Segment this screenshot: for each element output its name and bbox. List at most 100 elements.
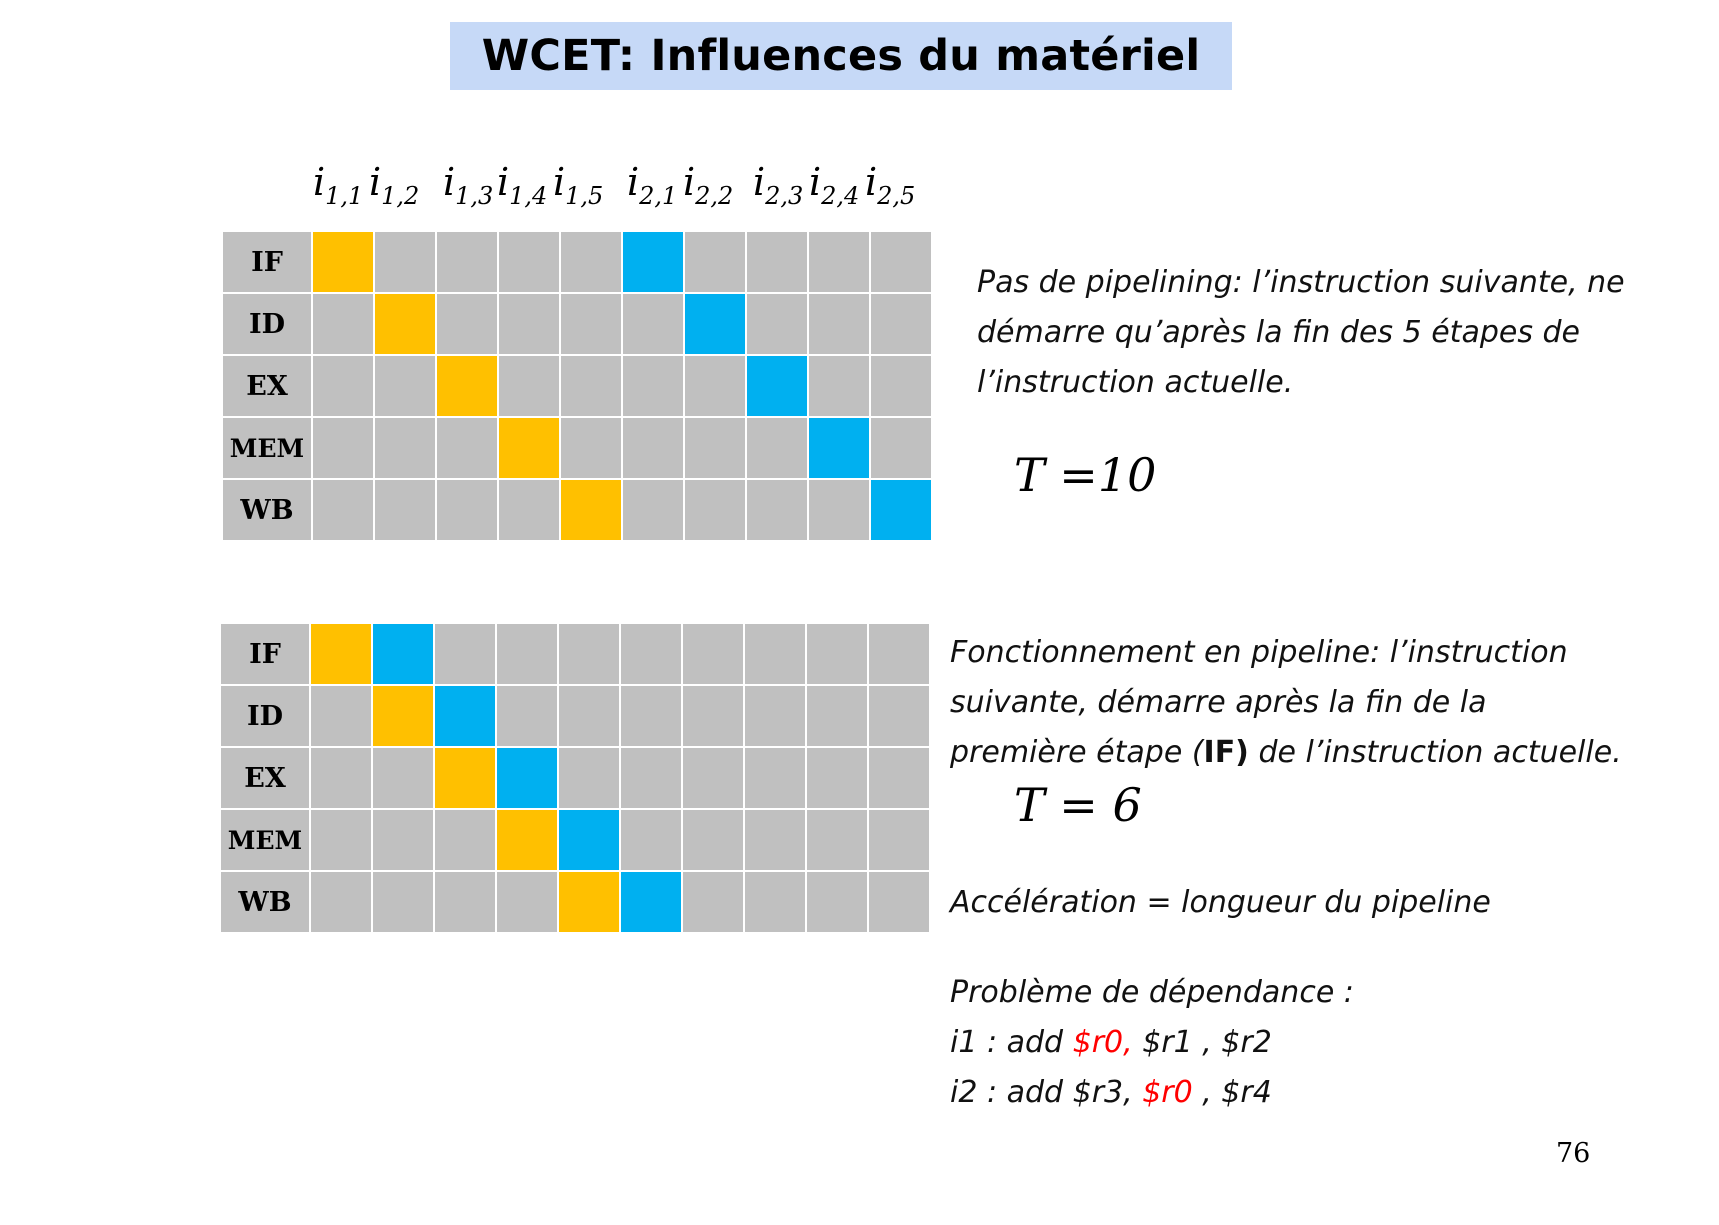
column-label-base: i [497, 160, 510, 204]
no-pipeline-cell-empty [561, 418, 621, 478]
pipeline-cell-empty [497, 624, 557, 684]
pipeline-cell-empty [373, 748, 433, 808]
dependency-i1: i1 : add $r0, $r1 , $r2 [950, 1018, 1272, 1068]
no-pipeline-cell-empty [747, 418, 807, 478]
pipeline-cell-empty [497, 872, 557, 932]
no-pipeline-cell-empty [437, 418, 497, 478]
pipeline-cell-empty [435, 872, 495, 932]
no-pipeline-cell-empty [809, 480, 869, 540]
pipeline-cell-empty [683, 686, 743, 746]
no-pipeline-cell-empty [623, 294, 683, 354]
pipeline-cell-empty [311, 810, 371, 870]
pipeline-cell-empty [621, 686, 681, 746]
column-label: i1,3 [443, 160, 493, 210]
no-pipeline-cell-instruction-2 [871, 480, 931, 540]
column-label-subscript: 2,3 [765, 182, 804, 210]
pipeline-text-line-3-post: de l’instruction actuelle. [1248, 735, 1622, 770]
pipeline-cell-empty [869, 686, 929, 746]
pipeline-cell-empty [435, 624, 495, 684]
dependency-i1-post: $r1 , $r2 [1132, 1025, 1272, 1060]
column-label: i2,2 [683, 160, 733, 210]
pipeline-cell-empty [559, 624, 619, 684]
no-pipeline-cell-instruction-2 [623, 232, 683, 292]
no-pipeline-stage-label: EX [223, 356, 311, 416]
dependency-i2-register: $r0 [1142, 1075, 1193, 1110]
pipeline-text-line-2: suivante, démarre après la fin de la [950, 685, 1487, 720]
column-label-subscript: 1,3 [455, 182, 494, 210]
no-pipeline-cell-instruction-2 [685, 294, 745, 354]
column-label-base: i [683, 160, 696, 204]
no-pipeline-cell-empty [499, 480, 559, 540]
column-label-base: i [313, 160, 326, 204]
no-pipeline-cell-empty [437, 480, 497, 540]
column-label: i1,5 [553, 160, 603, 210]
column-label: i1,4 [497, 160, 547, 210]
no-pipeline-cell-empty [313, 356, 373, 416]
pipeline-cell-empty [497, 686, 557, 746]
pipeline-cell-empty [311, 686, 371, 746]
no-pipeline-cell-empty [437, 232, 497, 292]
pipeline-cell-empty [621, 748, 681, 808]
no-pipeline-cell-empty [809, 232, 869, 292]
pipeline-cell-empty [745, 748, 805, 808]
no-pipeline-stage-label: IF [223, 232, 311, 292]
pipeline-cell-empty [745, 686, 805, 746]
pipeline-text-line-1: Fonctionnement en pipeline: l’instructio… [950, 635, 1568, 670]
no-pipeline-cell-empty [809, 294, 869, 354]
no-pipeline-cell-empty [747, 232, 807, 292]
dependency-i2-pre: i2 : add $r3, [950, 1075, 1143, 1110]
no-pipeline-cell-empty [499, 356, 559, 416]
dependency-i2-post: , $r4 [1192, 1075, 1272, 1110]
column-label-subscript: 2,5 [877, 182, 916, 210]
column-label-subscript: 1,2 [381, 182, 420, 210]
slide-title-box: WCET: Influences du matériel [450, 22, 1232, 90]
no-pipeline-cell-empty [313, 418, 373, 478]
no-pipeline-cell-empty [809, 356, 869, 416]
no-pipeline-cell-empty [499, 294, 559, 354]
no-pipeline-text-line-1: Pas de pipelining: l’instruction suivant… [977, 265, 1625, 300]
column-label: i1,1 [313, 160, 363, 210]
pipeline-cell-instruction-2 [497, 748, 557, 808]
no-pipeline-cell-empty [437, 294, 497, 354]
no-pipeline-cell-empty [561, 232, 621, 292]
pipeline-cell-empty [435, 810, 495, 870]
no-pipeline-cell-empty [871, 356, 931, 416]
column-label-subscript: 2,4 [821, 182, 860, 210]
pipeline-stage-label: MEM [221, 810, 309, 870]
pipeline-cell-instruction-1 [311, 624, 371, 684]
no-pipeline-cell-instruction-2 [809, 418, 869, 478]
dependency-i1-pre: i1 : add [950, 1025, 1073, 1060]
no-pipeline-t-value: T =10 [1014, 448, 1157, 502]
dependency-i1-register: $r0, [1072, 1025, 1133, 1060]
no-pipeline-diagram: IF ID EX MEM WB [223, 232, 931, 540]
pipeline-stage-label: WB [221, 872, 309, 932]
pipeline-cell-empty [807, 872, 867, 932]
pipeline-cell-instruction-2 [373, 624, 433, 684]
no-pipeline-cell-empty [685, 418, 745, 478]
pipeline-t-value: T = 6 [1014, 778, 1142, 832]
page-number: 76 [1556, 1138, 1591, 1169]
pipeline-cell-empty [683, 624, 743, 684]
pipeline-cell-empty [807, 810, 867, 870]
pipeline-cell-empty [869, 624, 929, 684]
no-pipeline-cell-empty [375, 480, 435, 540]
pipeline-cell-empty [745, 810, 805, 870]
column-label-base: i [369, 160, 382, 204]
no-pipeline-text-line-2: démarre qu’après la fin des 5 étapes de [977, 315, 1580, 350]
no-pipeline-text-line-3: l’instruction actuelle. [977, 365, 1294, 400]
no-pipeline-cell-empty [685, 356, 745, 416]
pipeline-diagram: IF ID EX MEM WB [221, 624, 929, 932]
no-pipeline-cell-instruction-1 [437, 356, 497, 416]
pipeline-cell-empty [559, 686, 619, 746]
no-pipeline-cell-empty [685, 480, 745, 540]
column-label-base: i [443, 160, 456, 204]
no-pipeline-cell-instruction-1 [499, 418, 559, 478]
pipeline-stage-label: EX [221, 748, 309, 808]
no-pipeline-cell-empty [623, 356, 683, 416]
column-label-subscript: 1,1 [325, 182, 364, 210]
no-pipeline-cell-empty [499, 232, 559, 292]
pipeline-cell-empty [807, 686, 867, 746]
pipeline-cell-empty [373, 810, 433, 870]
no-pipeline-cell-instruction-2 [747, 356, 807, 416]
no-pipeline-stage-label: WB [223, 480, 311, 540]
